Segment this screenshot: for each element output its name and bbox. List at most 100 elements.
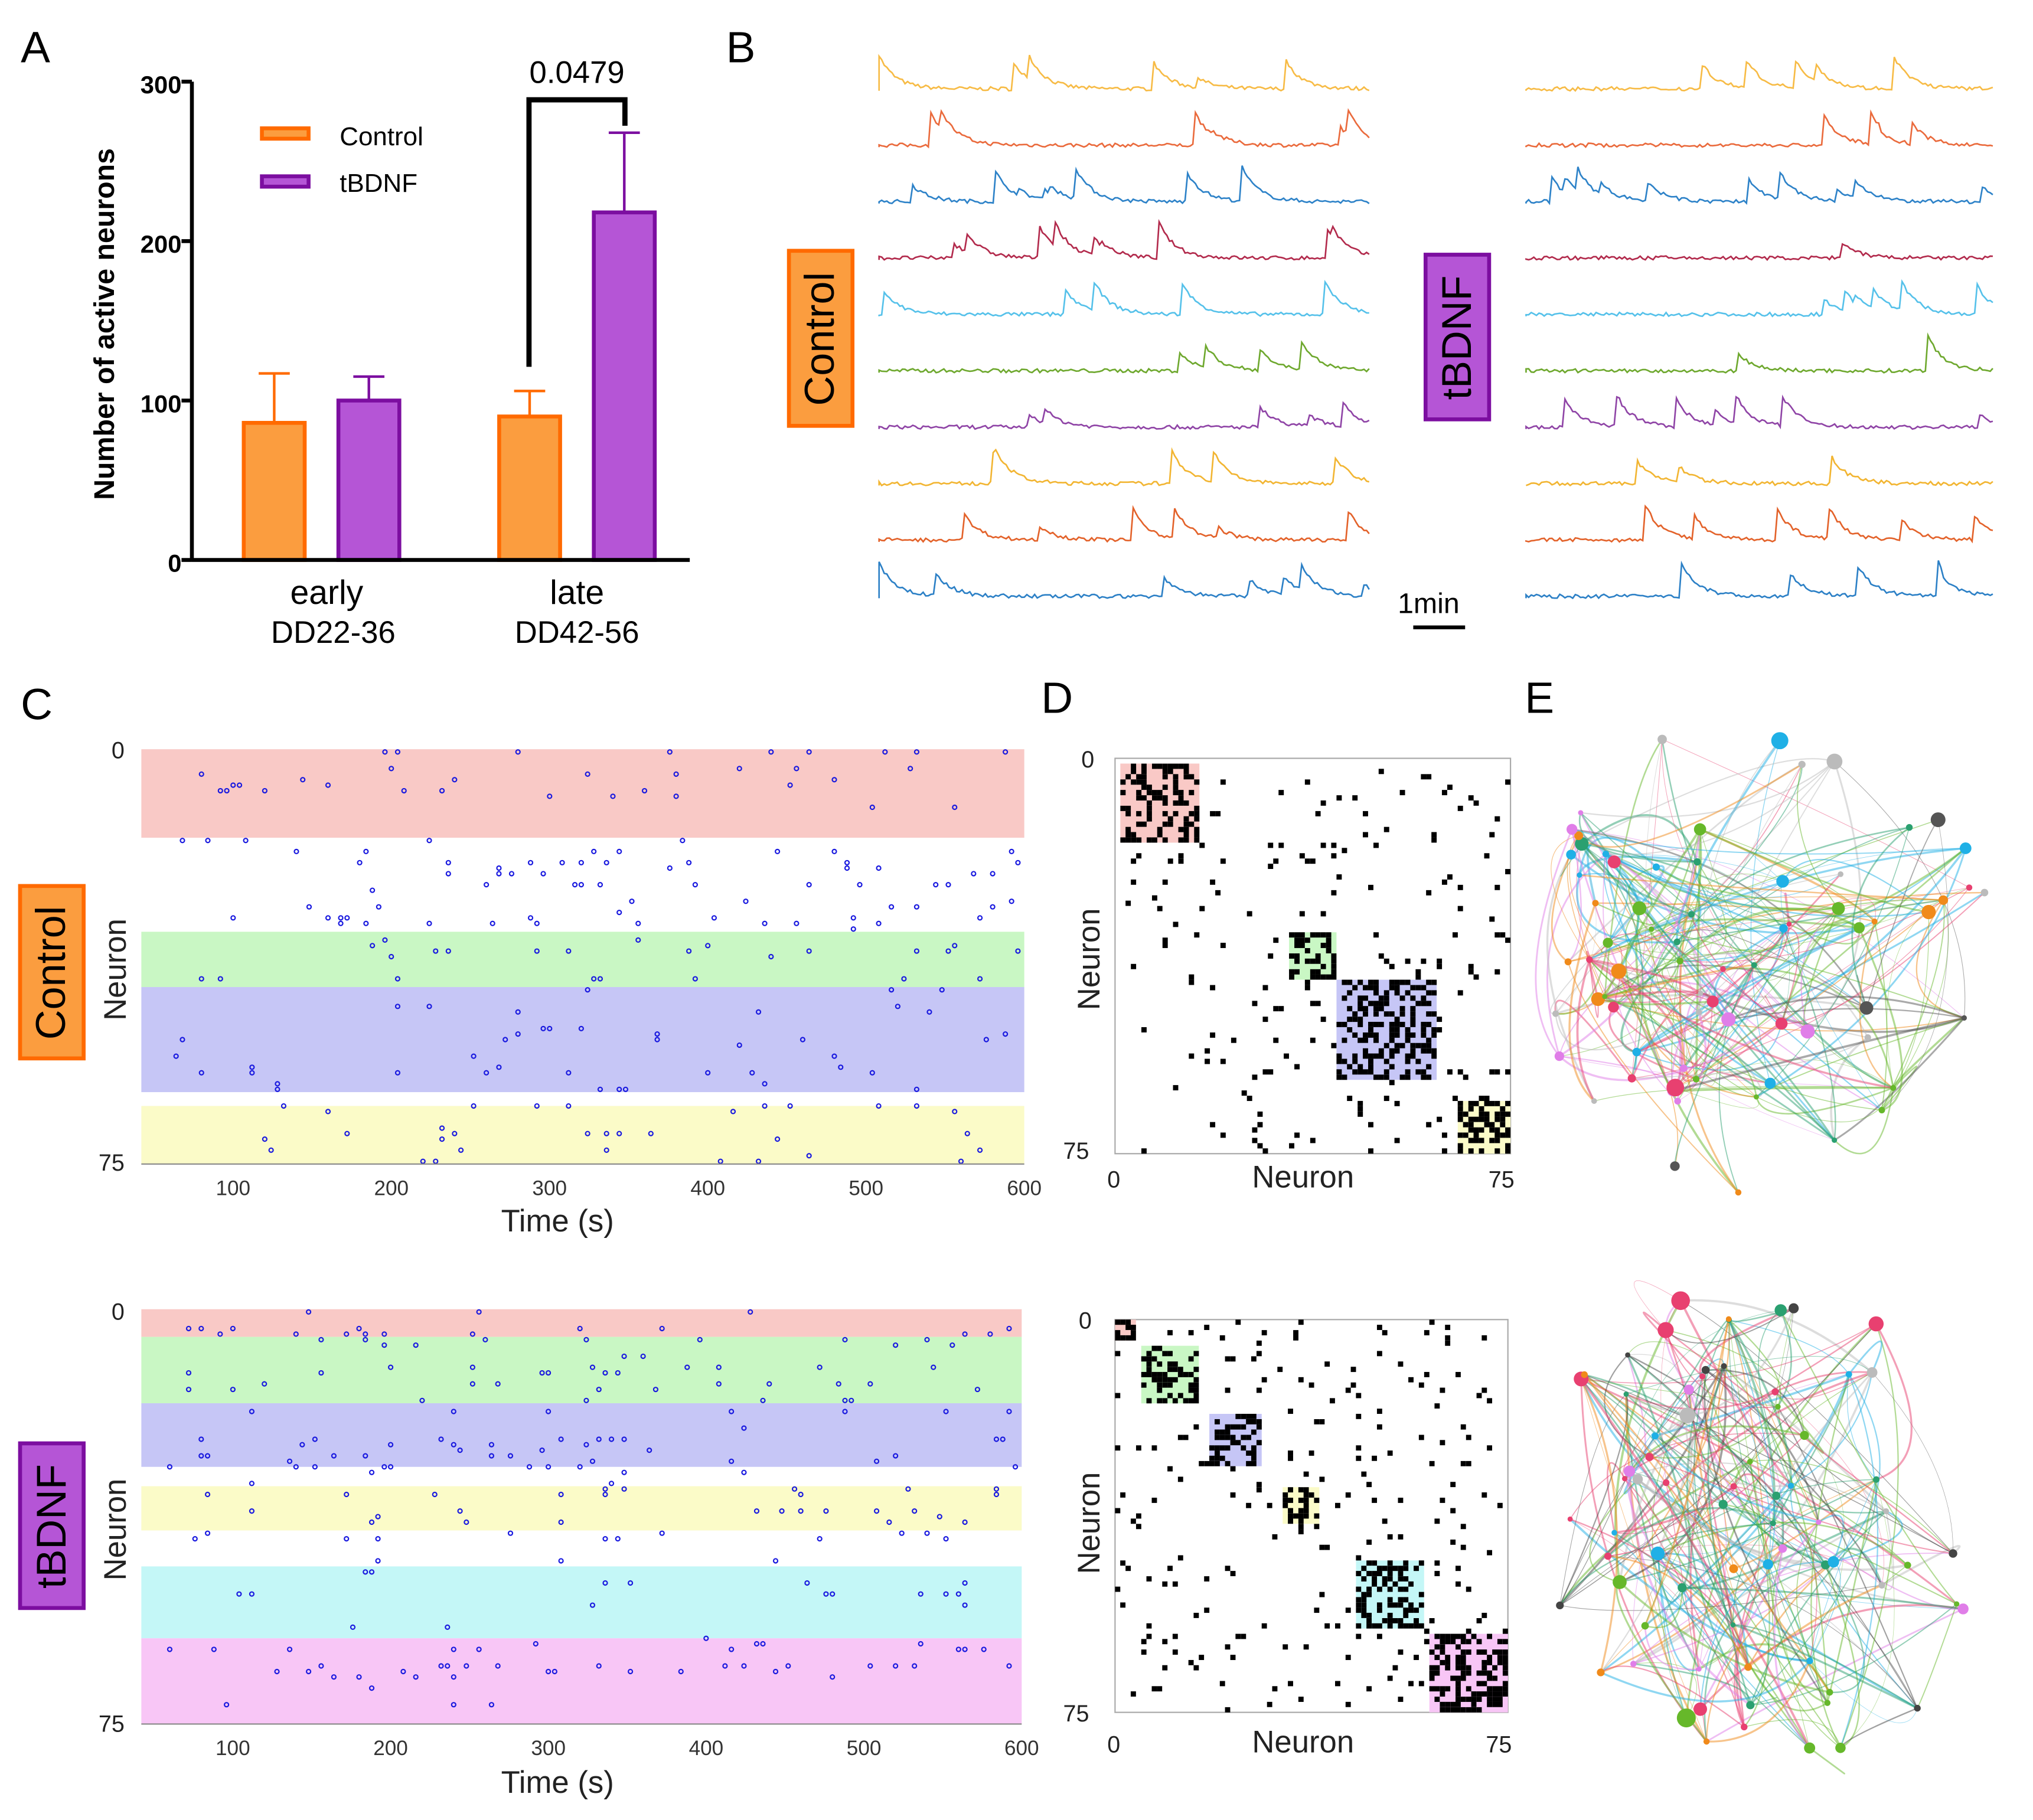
network-node (1680, 1064, 1688, 1072)
network-edge (1732, 1473, 1777, 1496)
network-edge (1579, 874, 1944, 901)
matrix-cell (1468, 1148, 1474, 1154)
matrix-cell (1141, 1382, 1147, 1388)
network-edge (1797, 764, 1839, 909)
matrix-cell (1476, 1681, 1482, 1687)
matrix-cell (1115, 1351, 1121, 1357)
spike-event (791, 1486, 798, 1492)
matrix-cell (1135, 1513, 1141, 1519)
matrix-cell (1289, 974, 1295, 980)
matrix-cell (1278, 790, 1284, 796)
network-edge (1701, 1376, 1834, 1563)
spike-event (552, 1668, 557, 1675)
network-node (1828, 1556, 1839, 1568)
matrix-cell (1363, 832, 1368, 838)
spike-event (394, 749, 401, 755)
matrix-cell (1336, 1069, 1342, 1075)
matrix-cell (1136, 853, 1142, 859)
network-edge (1620, 941, 1678, 1053)
matrix-cell (1414, 1655, 1419, 1661)
matrix-cell (1172, 1633, 1178, 1639)
network-node (1581, 1371, 1588, 1378)
spike-event (394, 1004, 401, 1009)
matrix-cell (1387, 1560, 1393, 1566)
matrix-cell (1460, 1639, 1466, 1645)
matrix-cell (1398, 1597, 1404, 1603)
matrix-cell (1387, 1602, 1393, 1608)
network-node (1816, 1519, 1822, 1525)
matrix-cell (1403, 1597, 1409, 1603)
matrix-cell (1172, 1649, 1178, 1655)
matrix-cell (1342, 1074, 1347, 1080)
network-edge (1569, 854, 1619, 972)
matrix-cell (1251, 1419, 1257, 1424)
matrix-cell (1505, 779, 1511, 785)
spike-event (869, 804, 875, 811)
matrix-cell (1445, 1340, 1451, 1346)
matrix-cell (1447, 874, 1453, 880)
matrix-cell (1410, 995, 1416, 1001)
matrix-cell (1267, 1701, 1272, 1707)
spike-event (964, 1130, 970, 1136)
group-label-text: Control (28, 905, 75, 1040)
spike-event (722, 1663, 728, 1669)
spike-event (502, 1037, 508, 1043)
matrix-cell (1219, 1429, 1225, 1435)
matrix-cell (1241, 1633, 1246, 1639)
network-node (1662, 1479, 1670, 1486)
matrix-cell (1220, 943, 1226, 948)
matrix-cell (1162, 795, 1168, 801)
matrix-cell (1378, 1001, 1384, 1007)
matrix-cell (1308, 1450, 1314, 1456)
network-node (1826, 1688, 1833, 1696)
matrix-cell (1298, 1508, 1304, 1514)
spike-event (262, 1381, 267, 1387)
matrix-cell (1445, 1633, 1451, 1639)
network-edge (1598, 969, 1724, 1003)
matrix-cell (1151, 795, 1157, 801)
spike-event (908, 766, 913, 772)
network-edge (1579, 812, 1698, 863)
matrix-cell (1487, 1675, 1493, 1681)
network-edge (1607, 900, 1944, 955)
matrix-cell (1366, 1586, 1372, 1592)
network-node (1698, 990, 1704, 996)
matrix-cell (1350, 1367, 1356, 1373)
matrix-cell (1398, 1649, 1404, 1655)
network-edge (1607, 933, 1782, 1024)
matrix-cell (1204, 1607, 1210, 1613)
matrix-cell (1225, 1566, 1231, 1571)
spike-event (457, 1508, 463, 1514)
matrix-cell (1382, 1566, 1388, 1571)
spike-event (616, 1086, 622, 1092)
matrix-cell (1194, 811, 1200, 816)
matrix-cell (1320, 963, 1326, 969)
matrix-cell (1361, 1592, 1367, 1597)
matrix-cell (1146, 1361, 1152, 1367)
matrix-cell (1500, 1111, 1506, 1117)
network-node (1554, 1051, 1565, 1061)
matrix-cell (1215, 1450, 1220, 1456)
network-edge (1695, 847, 1966, 1080)
spike-event (596, 1663, 602, 1669)
network-edge (1581, 843, 1644, 1079)
matrix-cell (1314, 1498, 1320, 1503)
spike-event (654, 1031, 660, 1037)
matrix-cell (1210, 811, 1216, 816)
matrix-cell (1162, 763, 1168, 769)
spike-event (363, 1337, 368, 1342)
spike-event (540, 1025, 546, 1031)
spike-event (621, 1469, 627, 1475)
matrix-cell (1494, 1132, 1500, 1138)
spike-event (558, 1436, 564, 1442)
network-edge (1555, 1011, 1699, 1051)
matrix-cell (1366, 1560, 1372, 1566)
matrix-cell (1189, 774, 1195, 780)
matrix-cell (1431, 832, 1437, 838)
matrix-cell (1131, 832, 1137, 838)
matrix-cell (1130, 1518, 1136, 1524)
spike-event (993, 1436, 1000, 1442)
network-edge (1576, 874, 1678, 944)
matrix-cell (1481, 1335, 1487, 1341)
matrix-cell (1231, 1037, 1236, 1043)
